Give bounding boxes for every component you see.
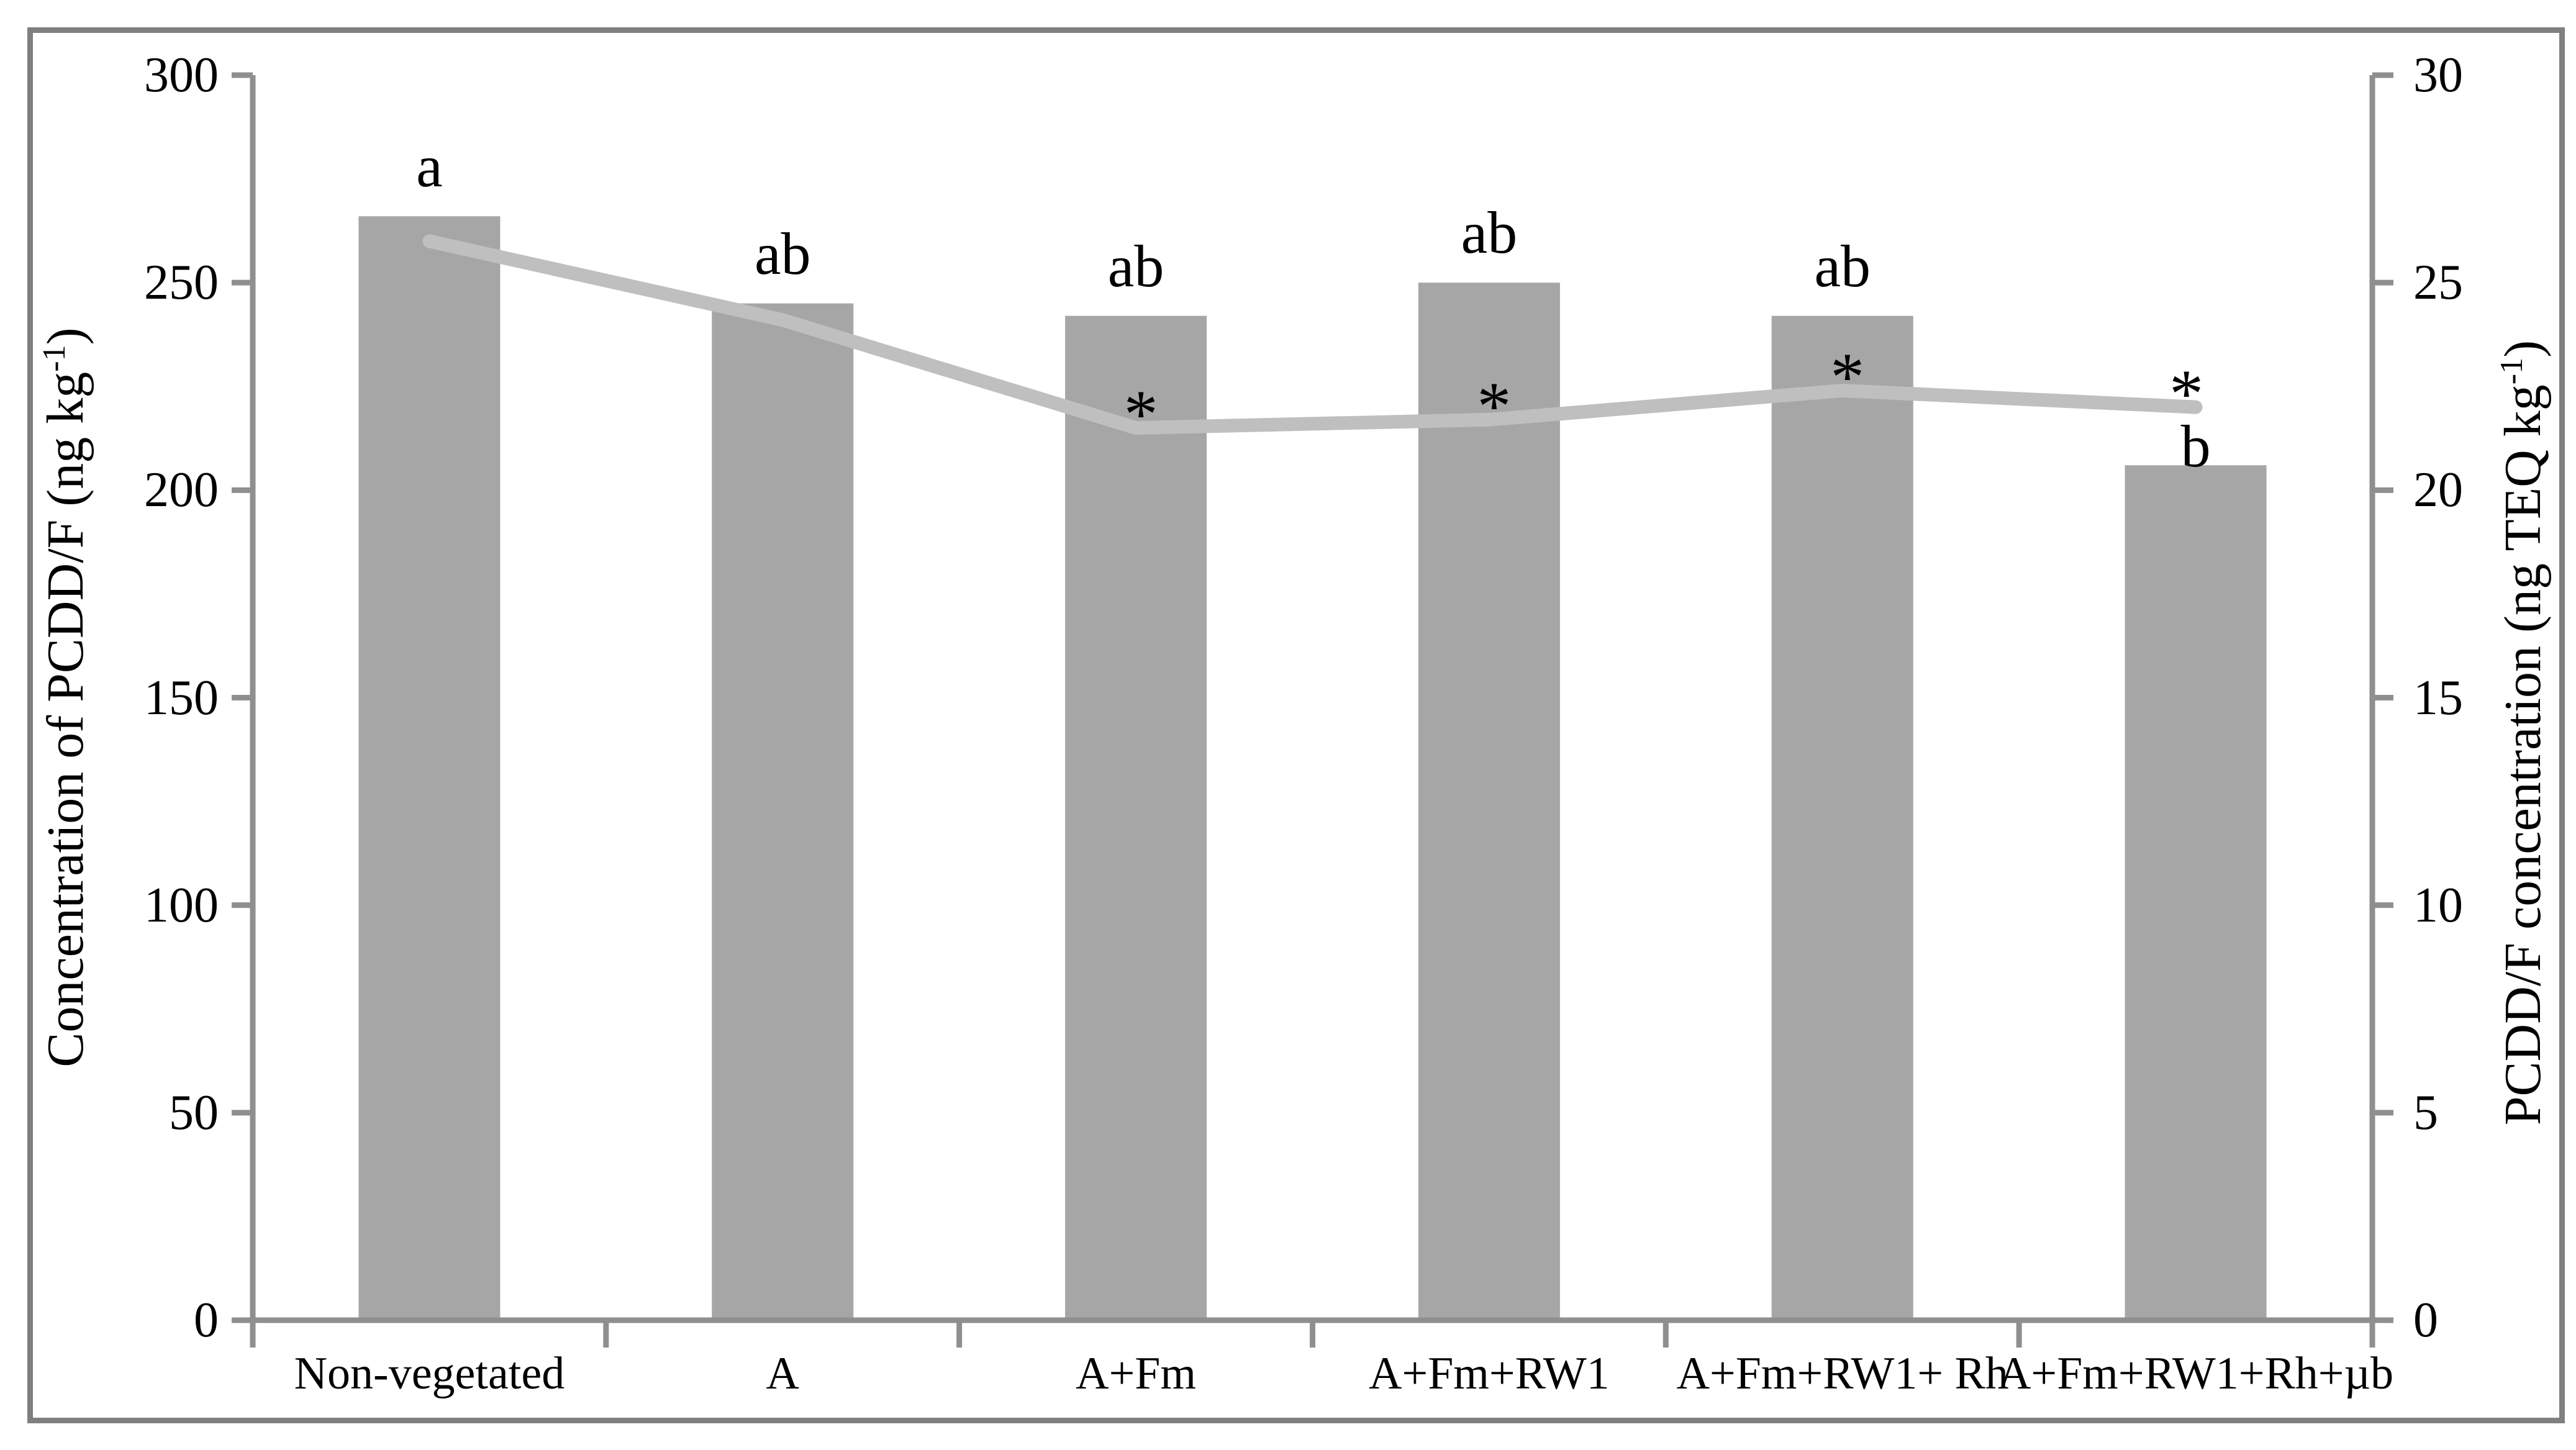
bar-Non-vegetated bbox=[358, 216, 501, 1320]
left-axis-tick-label: 300 bbox=[144, 48, 219, 102]
right-axis-tick-label: 20 bbox=[2413, 463, 2463, 518]
left-axis-tick-label: 250 bbox=[144, 255, 219, 310]
asterisk-marker: * bbox=[2169, 355, 2204, 432]
sig-letter-ab: ab bbox=[754, 220, 811, 287]
right-axis-tick-label: 15 bbox=[2413, 670, 2463, 725]
category-label-A+Fm: A+Fm bbox=[1076, 1348, 1197, 1399]
left-axis-title-close: ) bbox=[37, 327, 94, 345]
sig-letter-ab: ab bbox=[1107, 232, 1164, 299]
bar-A+Fm+RW1+ Rh bbox=[1771, 315, 1913, 1321]
bar-A+Fm+RW1+Rh+µb bbox=[2125, 465, 2267, 1320]
asterisk-marker: * bbox=[1830, 338, 1865, 415]
right-axis-title-close: ) bbox=[2494, 340, 2552, 358]
bar-A+Fm+RW1 bbox=[1418, 283, 1560, 1321]
chart-outer-frame bbox=[27, 27, 2565, 1423]
bar-A bbox=[712, 303, 854, 1320]
sig-letter-b: b bbox=[2180, 413, 2211, 480]
bar-A+Fm bbox=[1065, 315, 1207, 1321]
left-axis-tick-label: 150 bbox=[144, 670, 219, 725]
sig-letter-ab: ab bbox=[1461, 199, 1518, 266]
category-label-A+Fm+RW1+Rh+µb: A+Fm+RW1+Rh+µb bbox=[1997, 1348, 2394, 1399]
right-axis-tick-label: 10 bbox=[2413, 877, 2463, 933]
left-axis-title-sup: -1 bbox=[37, 345, 72, 372]
category-label-Non-vegetated: Non-vegetated bbox=[294, 1348, 565, 1399]
left-axis-title: Concentration of PCDD/F (ng kg-1) bbox=[37, 327, 94, 1067]
right-axis-tick-label: 0 bbox=[2413, 1293, 2438, 1348]
right-axis-title: PCDD/F concentration (ng TEQ kg-1) bbox=[2494, 340, 2552, 1126]
right-axis-title-text: PCDD/F concentration (ng TEQ kg bbox=[2494, 384, 2552, 1126]
category-label-A+Fm+RW1+ Rh: A+Fm+RW1+ Rh bbox=[1676, 1348, 2008, 1399]
right-axis-tick-label: 30 bbox=[2413, 48, 2463, 102]
left-axis-title-text: Concentration of PCDD/F (ng kg bbox=[37, 371, 94, 1067]
sig-letter-ab: ab bbox=[1814, 232, 1871, 299]
category-label-A: A bbox=[766, 1348, 799, 1399]
left-axis-tick-label: 50 bbox=[169, 1085, 219, 1140]
right-axis-title-sup: -1 bbox=[2494, 357, 2529, 385]
left-axis-tick-label: 100 bbox=[144, 877, 219, 933]
category-label-A+Fm+RW1: A+Fm+RW1 bbox=[1369, 1348, 1610, 1399]
sig-letter-a: a bbox=[416, 133, 443, 200]
right-axis-tick-label: 25 bbox=[2413, 255, 2463, 310]
asterisk-marker: * bbox=[1477, 368, 1512, 444]
asterisk-marker: * bbox=[1123, 376, 1158, 452]
right-axis-tick-label: 5 bbox=[2413, 1085, 2438, 1140]
left-axis-tick-label: 200 bbox=[144, 463, 219, 518]
teq-line bbox=[422, 234, 2203, 435]
left-axis-tick-label: 0 bbox=[194, 1293, 219, 1348]
